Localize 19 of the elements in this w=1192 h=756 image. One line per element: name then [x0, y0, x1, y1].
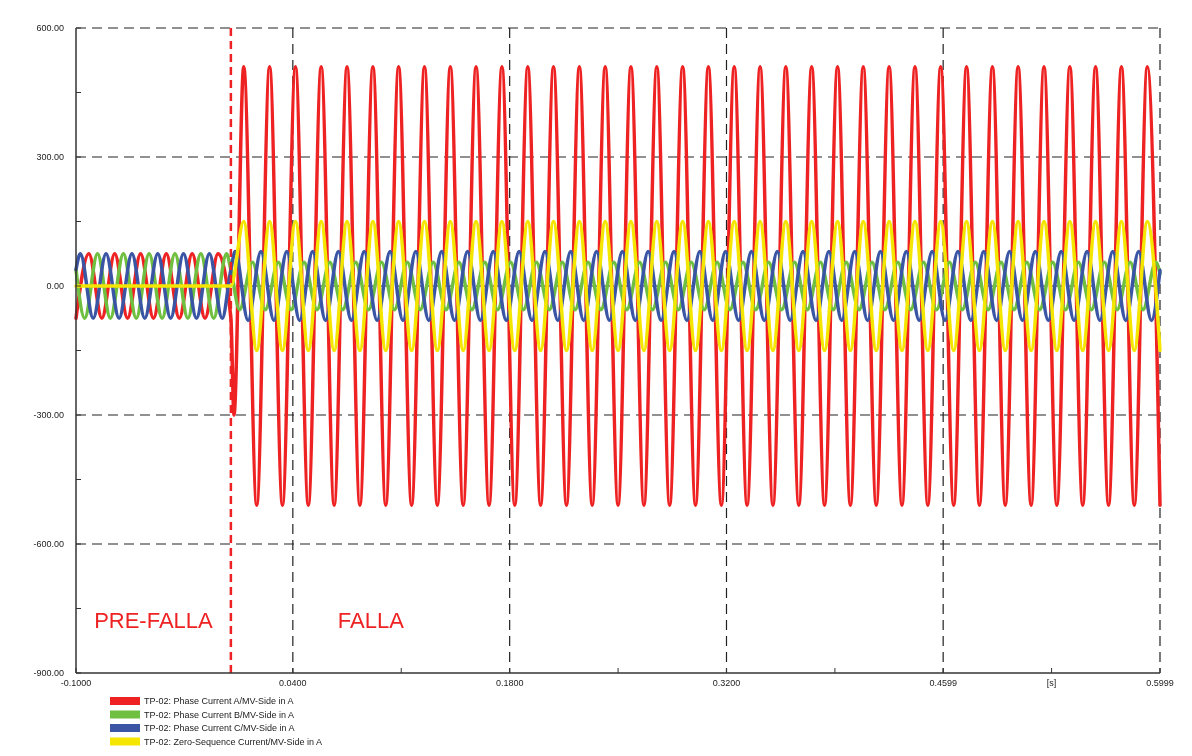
legend-label: TP-02: Phase Current B/MV-Side in A — [144, 709, 295, 720]
x-tick-label: -0.1000 — [60, 678, 92, 688]
x-tick-label: 0.3200 — [712, 678, 741, 688]
annotation: FALLA — [337, 608, 405, 633]
y-tick-label: 300.00 — [36, 152, 64, 162]
x-axis-title: [s] — [1046, 678, 1057, 688]
annotation: PRE-FALLA — [94, 608, 214, 633]
legend-label: TP-02: Phase Current A/MV-Side in A — [144, 696, 294, 706]
legend-label: TP-02: Zero-Sequence Current/MV-Side in A — [144, 736, 323, 747]
y-tick-label: -900.00 — [33, 668, 64, 678]
x-tick-label: 0.0400 — [279, 678, 307, 688]
legend-label: TP-02: Phase Current C/MV-Side in A — [144, 723, 295, 733]
y-tick-label: -600.00 — [33, 539, 64, 549]
x-tick-label: 0.1800 — [495, 678, 524, 688]
y-tick-label: 600.00 — [36, 23, 64, 33]
y-tick-label: 0.00 — [46, 281, 64, 291]
x-tick-label: 0.5999 — [1146, 678, 1174, 688]
x-tick-label: 0.4599 — [929, 678, 957, 688]
y-tick-label: -300.00 — [33, 410, 64, 420]
